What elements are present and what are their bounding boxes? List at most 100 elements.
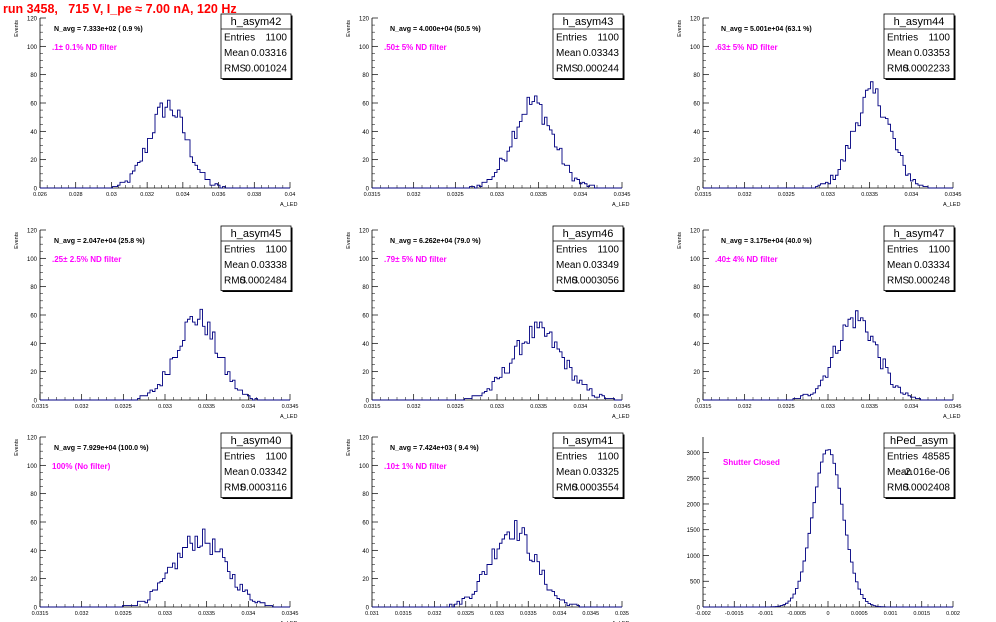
stats-box [552,432,624,498]
y-axis-label: Events [14,20,20,37]
x-tick-label: 0.0335 [198,404,215,410]
y-axis-label: Events [346,439,352,456]
filter-label: .40± 4% ND filter [715,255,778,264]
x-tick-label: 0.034 [553,611,567,617]
stats-label: Entries [224,33,255,44]
histogram-panel-h_asym42: 0 20 40 60 80 100 120 0.026 0.028 0.03 0.032 0.034 0… [14,13,297,208]
y-tick-label: 80 [362,285,369,291]
x-tick-label: -0.0015 [725,611,744,617]
y-tick-label: 0 [697,187,701,193]
y-tick-label: 80 [693,73,700,79]
stats-box-title: h_asym41 [563,435,614,447]
stats-value: 0.0002408 [903,483,951,494]
stats-box-title: hPed_asym [890,435,948,447]
x-tick-label: 0.0345 [614,192,631,198]
x-tick-label: 0.0335 [198,611,215,617]
y-axis-label: Events [677,232,683,249]
y-tick-label: 40 [693,130,700,136]
stats-value: 0.001024 [245,64,287,75]
stats-value: 1100 [265,33,287,44]
x-tick-label: 0.04 [285,192,296,198]
stats-label: Entries [556,245,587,256]
x-tick-label: 0.026 [33,192,47,198]
stats-value: 0.000248 [908,276,950,287]
histogram-panel-h_asym47: 0 20 40 60 80 100 120 0.0315 0.032 0.0325 0.033 0.0… [677,225,961,420]
x-tick-label: 0.034 [904,404,918,410]
histogram-line-h_asym47 [703,310,953,401]
stats-box [220,432,292,498]
y-axis-label: Events [346,232,352,249]
stats-label: Mean [887,48,912,59]
x-tick-label: 0.032 [407,404,421,410]
x-tick-label: 0.0315 [32,404,49,410]
stats-label: RMS [224,276,247,287]
x-tick-label: 0.032 [738,192,752,198]
y-tick-label: 80 [30,73,37,79]
y-tick-label: 0 [34,399,38,405]
y-tick-label: 100 [359,464,370,470]
y-tick-label: 20 [693,158,700,164]
stats-label: RMS [887,483,910,494]
x-tick-label: 0.033 [490,192,504,198]
filter-label: .79± 5% ND filter [384,255,447,264]
histogram-line-h_asym46 [372,321,622,401]
stats-value: 0.000244 [577,64,619,75]
x-tick-label: 0.032 [428,611,442,617]
x-tick-label: 0.0315 [695,404,712,410]
x-tick-label: 0.038 [247,192,261,198]
y-tick-label: 120 [27,436,38,442]
x-tick-label: -0.002 [695,611,711,617]
stats-label: Mean [224,467,249,478]
x-tick-label: 0.032 [75,611,89,617]
x-tick-label: 0.034 [241,404,255,410]
x-axis-label: A_LED [612,202,629,208]
stats-value: 0.03343 [583,48,620,59]
histogram-line-h_asym41 [372,520,622,608]
y-tick-label: 40 [30,342,37,348]
stats-value: 1100 [265,452,287,463]
x-tick-label: 0.034 [904,192,918,198]
x-tick-label: 0.0315 [364,404,381,410]
stats-label: RMS [887,64,910,75]
x-tick-label: 0.032 [738,404,752,410]
x-tick-label: 0.035 [615,611,629,617]
y-tick-label: 120 [359,229,370,235]
stats-value: 0.03334 [914,260,951,271]
y-tick-label: 0 [366,606,370,612]
x-tick-label: 0.0345 [282,611,299,617]
histogram-panel-h_asym41: 0 20 40 60 80 100 120 0.031 0.0315 0.032 0.0325 0.0… [346,432,629,622]
x-tick-label: 0.034 [573,192,587,198]
filter-label: Shutter Closed [723,458,780,467]
x-tick-label: 0.002 [946,611,960,617]
stats-label: Mean [224,260,249,271]
y-tick-label: 100 [690,45,701,51]
x-tick-label: 0.03 [106,192,117,198]
filter-label: .1± 0.1% ND filter [52,43,117,52]
x-tick-label: 0.0335 [861,404,878,410]
y-tick-label: 60 [362,314,369,320]
x-tick-label: 0.0345 [582,611,599,617]
x-tick-label: 0.032 [140,192,154,198]
stats-value: 0.03338 [251,260,288,271]
stats-value: -2.016e-06 [902,467,951,478]
stats-value: 48585 [922,452,950,463]
y-tick-label: 20 [30,158,37,164]
filter-label: 100% (No filter) [52,462,111,471]
y-tick-label: 120 [27,17,38,23]
y-tick-label: 20 [362,577,369,583]
stats-value: 0.03325 [583,467,620,478]
y-tick-label: 80 [30,285,37,291]
y-tick-label: 0 [366,399,370,405]
stats-label: Mean [887,260,912,271]
avg-label: N_avg = 3.175e+04 (40.0 %) [721,238,812,245]
avg-label: N_avg = 5.001e+04 (63.1 %) [721,26,812,33]
y-tick-label: 100 [359,257,370,263]
y-tick-label: 0 [366,187,370,193]
y-tick-label: 2000 [687,502,701,508]
stats-label: Entries [224,452,255,463]
stats-value: 0.03349 [583,260,620,271]
x-tick-label: 0.0345 [282,404,299,410]
y-tick-label: 60 [362,102,369,108]
stats-box-title: h_asym42 [231,16,282,28]
x-axis-label: A_LED [943,414,960,420]
